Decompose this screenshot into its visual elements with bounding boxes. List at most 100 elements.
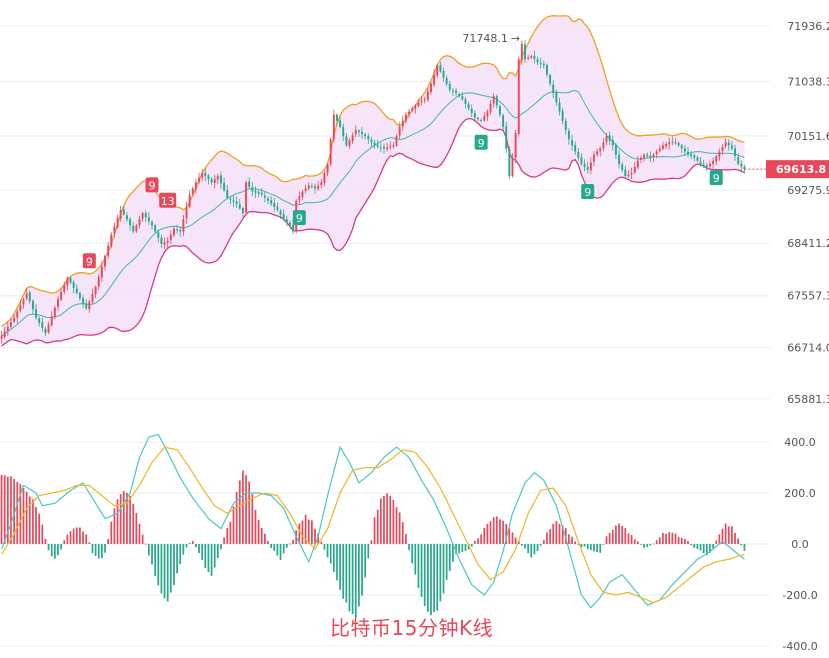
candle-body [552,84,555,94]
candle-body [674,142,677,144]
macd-histogram-bar [348,544,351,612]
candle-body [185,206,188,219]
candle-body [72,282,75,288]
price-tick-label: 70151.6 [787,130,829,143]
macd-histogram-bar [458,544,461,554]
candle-body [88,301,91,310]
macd-histogram-bar [627,533,630,544]
candle-body [611,140,614,146]
candle-body [44,328,47,334]
macd-histogram-bar [477,538,479,544]
candlestick-series [0,40,746,344]
macd-histogram-bar [119,494,122,544]
candle-body [9,322,12,327]
candle-body [179,230,182,232]
candle-body [172,228,175,236]
macd-histogram-bar [505,523,508,544]
sequence-label-text: 9 [149,179,156,192]
sequence-label-text: 13 [161,195,175,208]
macd-histogram-bar [442,544,445,594]
candle-body [216,176,219,180]
macd-histogram-bar [216,544,219,559]
sequence-label-text: 9 [86,255,93,268]
macd-histogram-bar [699,544,702,551]
price-axis: 65881.3 66714.0 67557.3 68411.2 69275.9 70151… [787,20,829,406]
macd-histogram-bar [60,544,62,550]
macd-histogram-bar [709,544,711,553]
last-price-tag-bg [766,160,829,179]
candle-body [467,104,470,109]
macd-histogram-bar [636,541,639,544]
candle-body [191,188,194,195]
macd-histogram-bar [63,540,66,544]
candle-body [636,160,639,168]
candle-body [649,155,652,158]
macd-histogram-bar [314,528,316,544]
macd-histogram-bar [107,539,110,544]
candle-body [204,172,207,177]
candle-body [721,146,724,152]
macd-histogram-bar [336,544,338,581]
candle-body [624,169,627,177]
macd-histogram-bar [50,544,53,557]
candle-body [151,221,153,226]
macd-histogram-bar [693,544,696,548]
candle-body [589,162,592,171]
macd-histogram-bar [248,481,251,544]
macd-histogram-bar [430,544,432,616]
candle-body [78,293,81,299]
candle-body [571,140,574,146]
macd-histogram-bar [141,534,144,544]
macd-histogram-bar [564,528,567,544]
macd-histogram-bar [423,544,426,607]
candle-body [498,106,501,115]
candle-body [119,210,122,219]
candle-body [69,277,72,283]
candle-body [455,90,458,94]
sequence-label-bg [145,177,159,193]
candle-body [451,90,454,92]
candle-body [404,114,407,121]
sequence-label-text: 9 [478,137,485,150]
candle-body [94,286,97,295]
candle-body [633,166,636,173]
macd-histogram-bar [6,476,9,544]
candle-body [599,148,602,152]
macd-histogram-bar [452,544,454,562]
macd-histogram-bar [364,544,367,578]
candle-body [138,219,141,226]
candle-body [354,130,357,135]
macd-histogram-bar [263,533,266,544]
macd-histogram-bar [417,544,420,588]
price-tick-label: 67557.3 [787,290,829,303]
macd-histogram-bar [737,538,740,544]
candle-body [53,307,56,317]
macd-histogram-bar [684,538,686,544]
candle-body [389,146,392,148]
candle-body [335,114,338,121]
macd-histogram-bar [169,544,172,593]
candle-body [25,293,28,299]
candle-body [110,234,113,247]
candle-body [91,294,94,303]
macd-histogram-bar [577,544,580,545]
macd-histogram-bar [633,539,636,544]
candle-body [661,145,664,149]
macd-histogram-bar [690,544,693,546]
candle-body [38,318,41,323]
macd-histogram-bar [696,544,699,550]
macd-histogram-bar [116,499,119,544]
candle-body [263,195,266,198]
macd-histogram-bar [72,528,75,544]
candle-body [304,188,307,191]
candle-body [423,99,426,101]
candle-body [718,151,721,157]
candle-body [19,305,22,311]
macd-histogram-bar [611,529,614,544]
candle-body [317,185,320,190]
candle-body [288,222,291,226]
candle-body [188,194,191,207]
macd-histogram-bar [176,544,178,574]
candle-body [524,44,526,60]
candle-body [492,96,495,104]
